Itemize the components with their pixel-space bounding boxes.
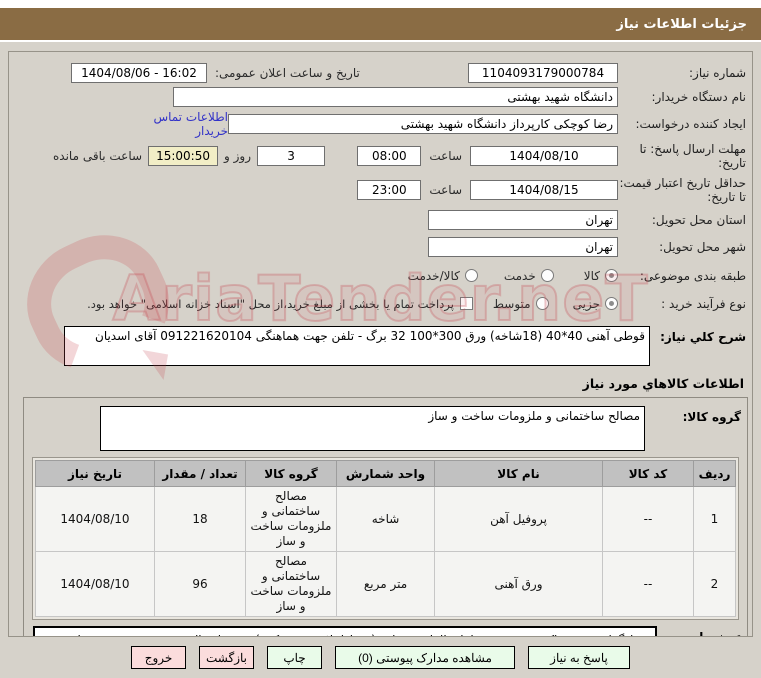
title-bar: جزئیات اطلاعات نیاز: [0, 8, 761, 42]
row-need-number: شماره نیاز: 1104093179000784 تاریخ و ساع…: [15, 62, 746, 83]
row-requester: ایجاد کننده درخواست: رضا کوچکی کارپرداز …: [15, 110, 746, 138]
city-field[interactable]: تهران: [428, 236, 618, 257]
goods-section-header: اطلاعات کالاهاي مورد نیاز: [582, 376, 744, 391]
table-row: 1 -- پروفیل آهن شاخه مصالح ساختمانی و مل…: [35, 486, 736, 552]
radio-khedmat[interactable]: [540, 269, 554, 282]
reply-deadline-time-field[interactable]: 08:00: [357, 146, 422, 166]
exit-button[interactable]: خروج: [131, 646, 186, 669]
subject-class-option-kala-khedmat: کالا/خدمت: [408, 269, 478, 283]
radio-kala[interactable]: [605, 269, 618, 282]
description-section: شرح کلي نیاز: قوطی آهنی 40*40 (18شاخه) و…: [15, 326, 746, 366]
buyer-notes-section: توضیحات خریدار: بارگزاری پیش فاکتور معتب…: [30, 626, 741, 637]
buyer-contact-link[interactable]: اطلاعات تماس خریدار: [153, 110, 228, 138]
announce-label: تاریخ و ساعت اعلان عمومی:: [215, 65, 360, 80]
province-label: استان محل تحویل:: [651, 212, 746, 227]
requester-field[interactable]: رضا کوچکی کارپرداز دانشگاه شهید بهشتی: [228, 114, 618, 134]
row-subject-class: طبقه بندی موضوعی: کالا خدمت کالا/خدمت: [15, 265, 746, 286]
radio-motevaset[interactable]: [535, 297, 549, 310]
goods-group-textarea[interactable]: مصالح ساختمانی و ملزومات ساخت و ساز: [100, 406, 645, 451]
remaining-group: 3 روز و 15:00:50 ساعت باقی مانده: [53, 146, 326, 166]
buyer-notes-label: توضیحات خریدار:: [687, 630, 741, 637]
description-label: شرح کلي نیاز:: [660, 330, 746, 344]
col-need-date: تاریخ نیاز: [35, 460, 155, 487]
price-validity-time-field[interactable]: 23:00: [357, 180, 422, 200]
price-validity-date-field[interactable]: 1404/08/15: [470, 180, 618, 200]
row-city: شهر محل تحویل: تهران: [15, 236, 746, 257]
row-reply-deadline: مهلت ارسال پاسخ: تا تاریخ: 1404/08/10 سا…: [15, 141, 746, 171]
goods-table-header-row: ردیف کد کالا نام کالا واحد شمارش گروه کا…: [35, 460, 736, 487]
requester-label: ایجاد کننده درخواست:: [635, 117, 746, 131]
goods-table: ردیف کد کالا نام کالا واحد شمارش گروه کا…: [35, 460, 736, 617]
goods-table-wrap: ردیف کد کالا نام کالا واحد شمارش گروه کا…: [32, 457, 739, 620]
col-quantity: تعداد / مقدار: [154, 460, 246, 487]
subject-class-option-kala: کالا: [584, 269, 618, 283]
remaining-suffix: ساعت باقی مانده: [53, 149, 143, 163]
footer-toolbar: پاسخ به نیاز مشاهده مدارک پیوستی (0) چاپ…: [0, 637, 761, 669]
buyer-notes-textarea[interactable]: بارگزاری پیش فاکتور معتبر در سامانه الزا…: [33, 626, 657, 636]
print-button[interactable]: چاپ: [267, 646, 322, 669]
back-button[interactable]: بازگشت: [199, 646, 254, 669]
col-row-index: ردیف: [693, 460, 736, 487]
goods-groupbox: گروه کالا: مصالح ساختمانی و ملزومات ساخت…: [23, 397, 748, 637]
subject-class-label: طبقه بندی موضوعی:: [639, 268, 746, 283]
goods-group-row: گروه کالا: مصالح ساختمانی و ملزومات ساخت…: [30, 406, 741, 451]
reply-deadline-label: مهلت ارسال پاسخ: تا تاریخ:: [639, 142, 746, 170]
city-label: شهر محل تحویل:: [659, 239, 746, 254]
buyer-org-field[interactable]: دانشگاه شهید بهشتی: [173, 86, 618, 107]
col-unit: واحد شمارش: [336, 460, 435, 487]
announce-field[interactable]: 1404/08/06 - 16:02: [71, 62, 207, 83]
col-group: گروه کالا: [245, 460, 337, 487]
price-validity-label: حداقل تاریخ اعتبار قیمت: تا تاریخ:: [619, 176, 746, 204]
announce-group: تاریخ و ساعت اعلان عمومی: 1404/08/06 - 1…: [71, 62, 360, 83]
table-row: 2 -- ورق آهنی متر مربع مصالح ساختمانی و …: [35, 551, 736, 617]
process-type-option-motevaset: متوسط: [493, 297, 549, 311]
view-attachments-button[interactable]: مشاهده مدارک پیوستی (0): [335, 646, 515, 669]
row-price-validity: حداقل تاریخ اعتبار قیمت: تا تاریخ: 1404/…: [15, 175, 746, 205]
remaining-time-field: 15:00:50: [148, 146, 219, 166]
row-province: استان محل تحویل: تهران: [15, 209, 746, 230]
subject-class-option-khedmat: خدمت: [504, 269, 554, 283]
process-type-label: نوع فرآیند خرید :: [661, 296, 746, 311]
treasury-checkbox[interactable]: [459, 297, 473, 310]
top-strip: [0, 0, 761, 8]
main-panel: شماره نیاز: 1104093179000784 تاریخ و ساع…: [8, 51, 753, 637]
row-process-type: نوع فرآیند خرید : جزیی متوسط پرداخت تمام…: [15, 293, 746, 314]
buyer-org-label: نام دستگاه خریدار:: [651, 89, 747, 104]
need-number-field[interactable]: 1104093179000784: [468, 62, 618, 83]
radio-jozii[interactable]: [605, 297, 618, 310]
contact-link-wrap: اطلاعات تماس خریدار: [119, 110, 228, 138]
reply-deadline-time-label: ساعت: [429, 149, 462, 163]
process-type-option-jozii: جزیی: [573, 297, 618, 311]
goods-group-label: گروه کالا:: [682, 410, 741, 424]
price-validity-time-label: ساعت: [429, 183, 462, 197]
reply-deadline-date-field[interactable]: 1404/08/10: [470, 146, 618, 166]
treasury-checkbox-label: پرداخت تمام یا بخشی از مبلغ خرید،از محل …: [87, 296, 454, 311]
remaining-days-field: 3: [257, 146, 326, 166]
need-number-label: شماره نیاز:: [689, 65, 746, 80]
radio-kala-khedmat[interactable]: [464, 269, 478, 282]
page-title: جزئیات اطلاعات نیاز: [616, 16, 747, 32]
remaining-days-label: روز و: [224, 149, 252, 163]
col-item-name: نام کالا: [434, 460, 603, 487]
province-field[interactable]: تهران: [428, 209, 618, 230]
col-item-code: کد کالا: [602, 460, 694, 487]
reply-to-need-button[interactable]: پاسخ به نیاز: [528, 646, 630, 669]
description-textarea[interactable]: قوطی آهنی 40*40 (18شاخه) ورق 300*100 32 …: [64, 326, 650, 366]
row-buyer-org: نام دستگاه خریدار: دانشگاه شهید بهشتی: [15, 86, 746, 107]
